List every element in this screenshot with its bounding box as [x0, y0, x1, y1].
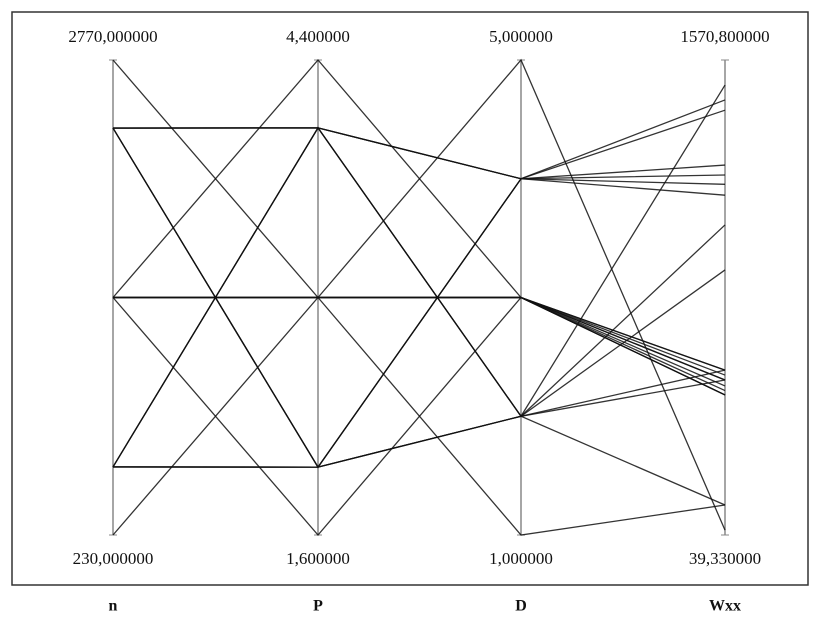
data-line: [112, 84, 726, 468]
tick-label: 39,330000: [689, 549, 761, 568]
data-line: [112, 174, 726, 468]
tick-label: 4,400000: [286, 27, 350, 46]
data-line: [112, 99, 726, 468]
axis-name: P: [313, 598, 323, 615]
tick-label: 1,000000: [489, 549, 553, 568]
data-line: [112, 126, 726, 506]
data-line: [113, 296, 726, 371]
tick-label: 1570,800000: [680, 27, 769, 46]
data-line: [112, 59, 726, 396]
data-line: [112, 59, 726, 381]
data-line: [113, 296, 726, 381]
axis-name: D: [515, 598, 527, 615]
tick-label: 2770,000000: [68, 27, 157, 46]
axis-name: n: [109, 598, 118, 615]
tick-label: 230,000000: [73, 549, 154, 568]
data-line: [112, 109, 726, 180]
plot-frame: [11, 11, 809, 586]
axis-name: Wxx: [709, 598, 741, 615]
tick-label: 1,600000: [286, 549, 350, 568]
data-line: [113, 296, 726, 536]
tick-label: 5,000000: [489, 27, 553, 46]
data-line: [113, 58, 726, 531]
